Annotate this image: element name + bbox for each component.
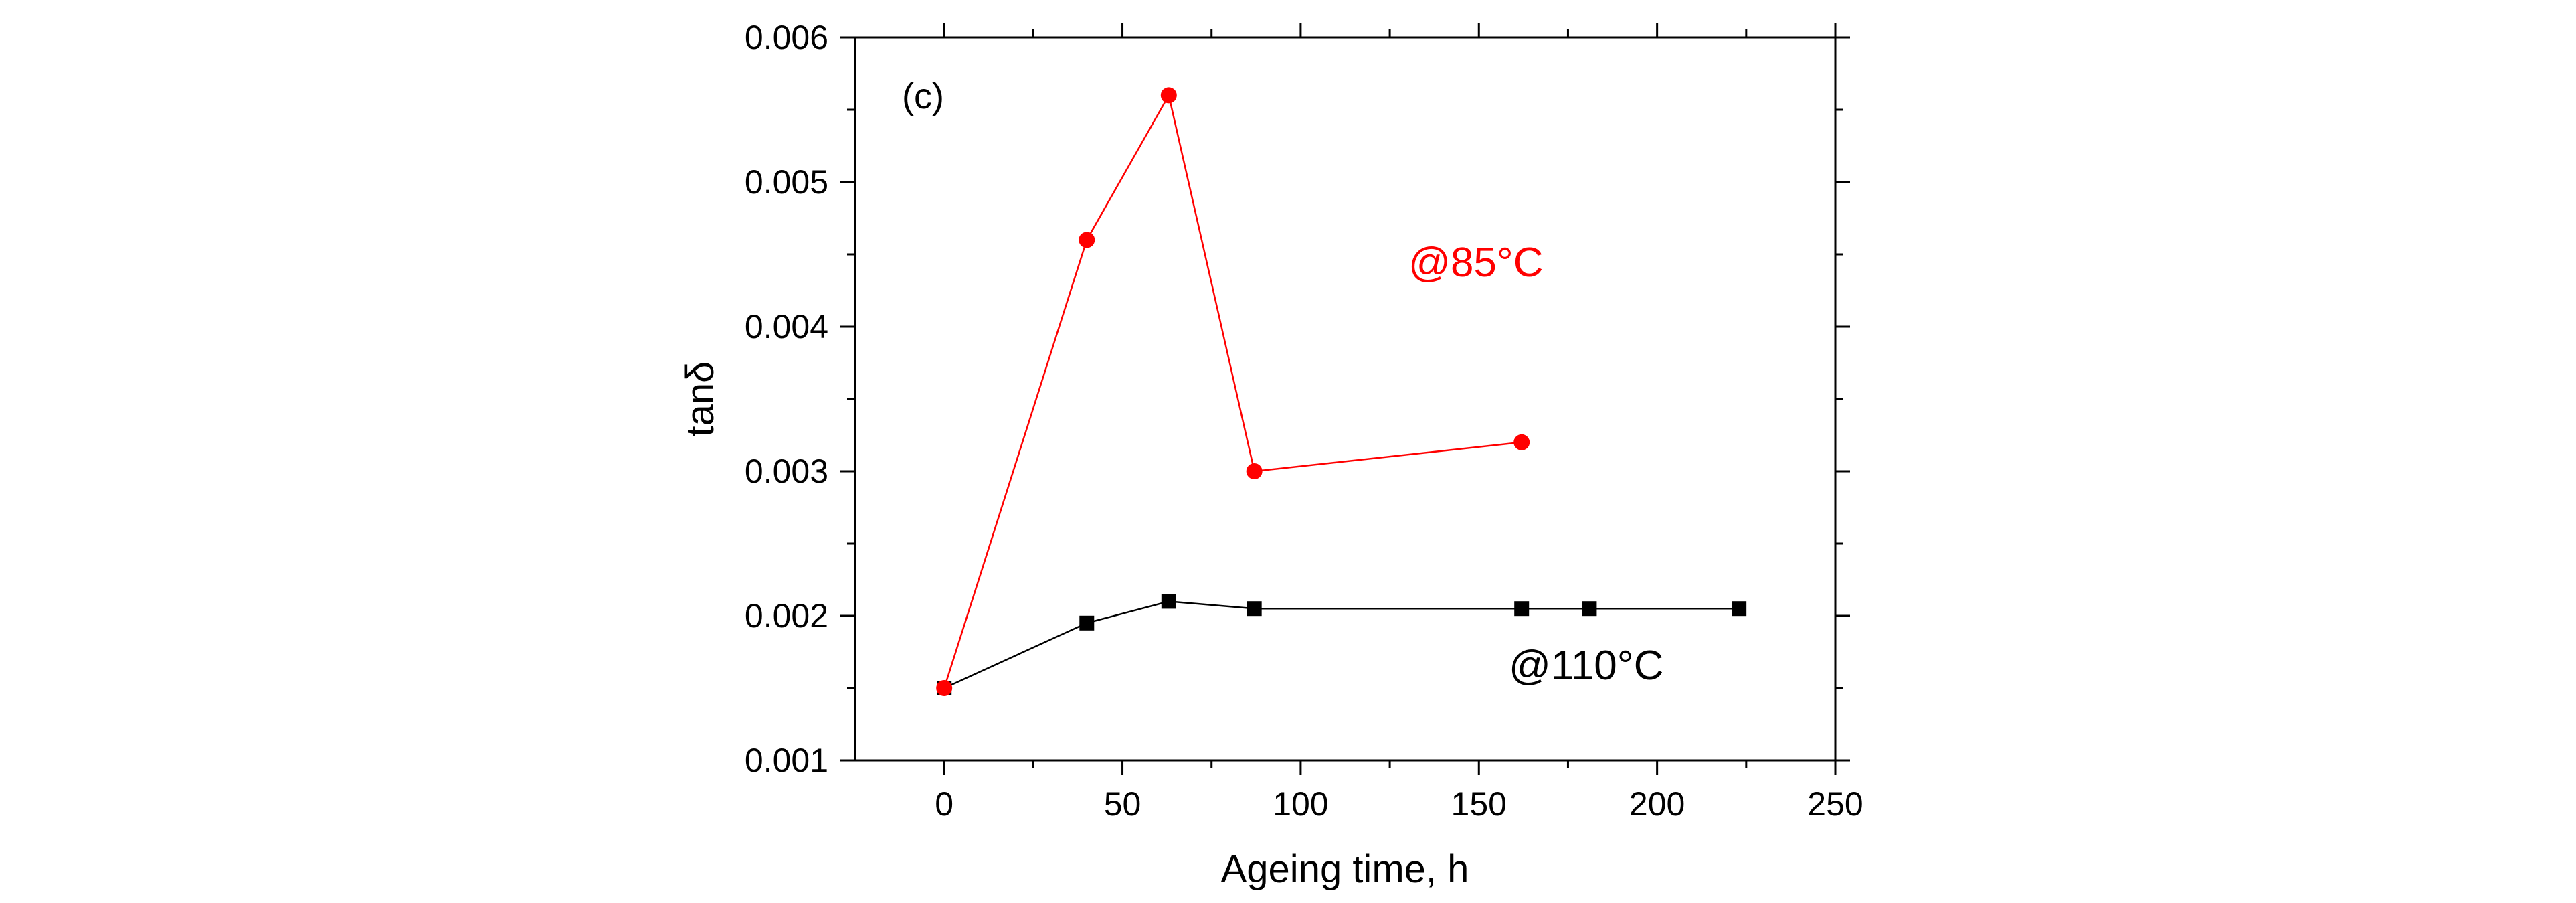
y-tick-label: 0.006 [745,19,828,56]
data-point-circle [1246,463,1263,479]
x-axis-title: Ageing time, h [1221,847,1469,891]
markers-layer [936,87,1747,696]
lines-layer [943,92,1740,689]
y-axis-title: tanδ [678,361,722,437]
x-tick-label: 100 [1273,785,1328,823]
plot-frame [854,36,1837,762]
annotation-110c: @110°C [1509,643,1663,689]
y-tick-label: 0.001 [745,742,828,779]
data-point-square [1514,601,1530,617]
data-point-square [1582,601,1597,617]
data-point-circle [1160,87,1177,104]
y-tick-label: 0.003 [745,453,828,490]
ticks-layer [840,23,1850,775]
y-tick-label: 0.004 [745,308,828,345]
data-point-circle [1513,434,1530,450]
x-tick-label: 0 [935,785,953,823]
x-tick-label: 50 [1104,785,1141,823]
x-tick-label: 250 [1807,785,1863,823]
data-point-square [1079,615,1095,631]
labels-layer: 0 50 100 150 200 250 0.001 0.002 0.003 0.004 0.005… [745,19,1863,823]
data-point-square [1732,601,1747,617]
y-tick-label: 0.005 [745,163,828,201]
data-point-square [1247,601,1262,617]
x-tick-label: 200 [1629,785,1685,823]
series-line-1 [943,92,1522,689]
x-tick-label: 150 [1451,785,1507,823]
data-point-circle [1079,232,1095,248]
y-tick-label: 0.002 [745,597,828,635]
data-point-circle [936,680,953,696]
panel-label: (c) [902,76,944,116]
data-point-square [1161,594,1176,609]
annotation-85c: @85°C [1408,240,1543,286]
